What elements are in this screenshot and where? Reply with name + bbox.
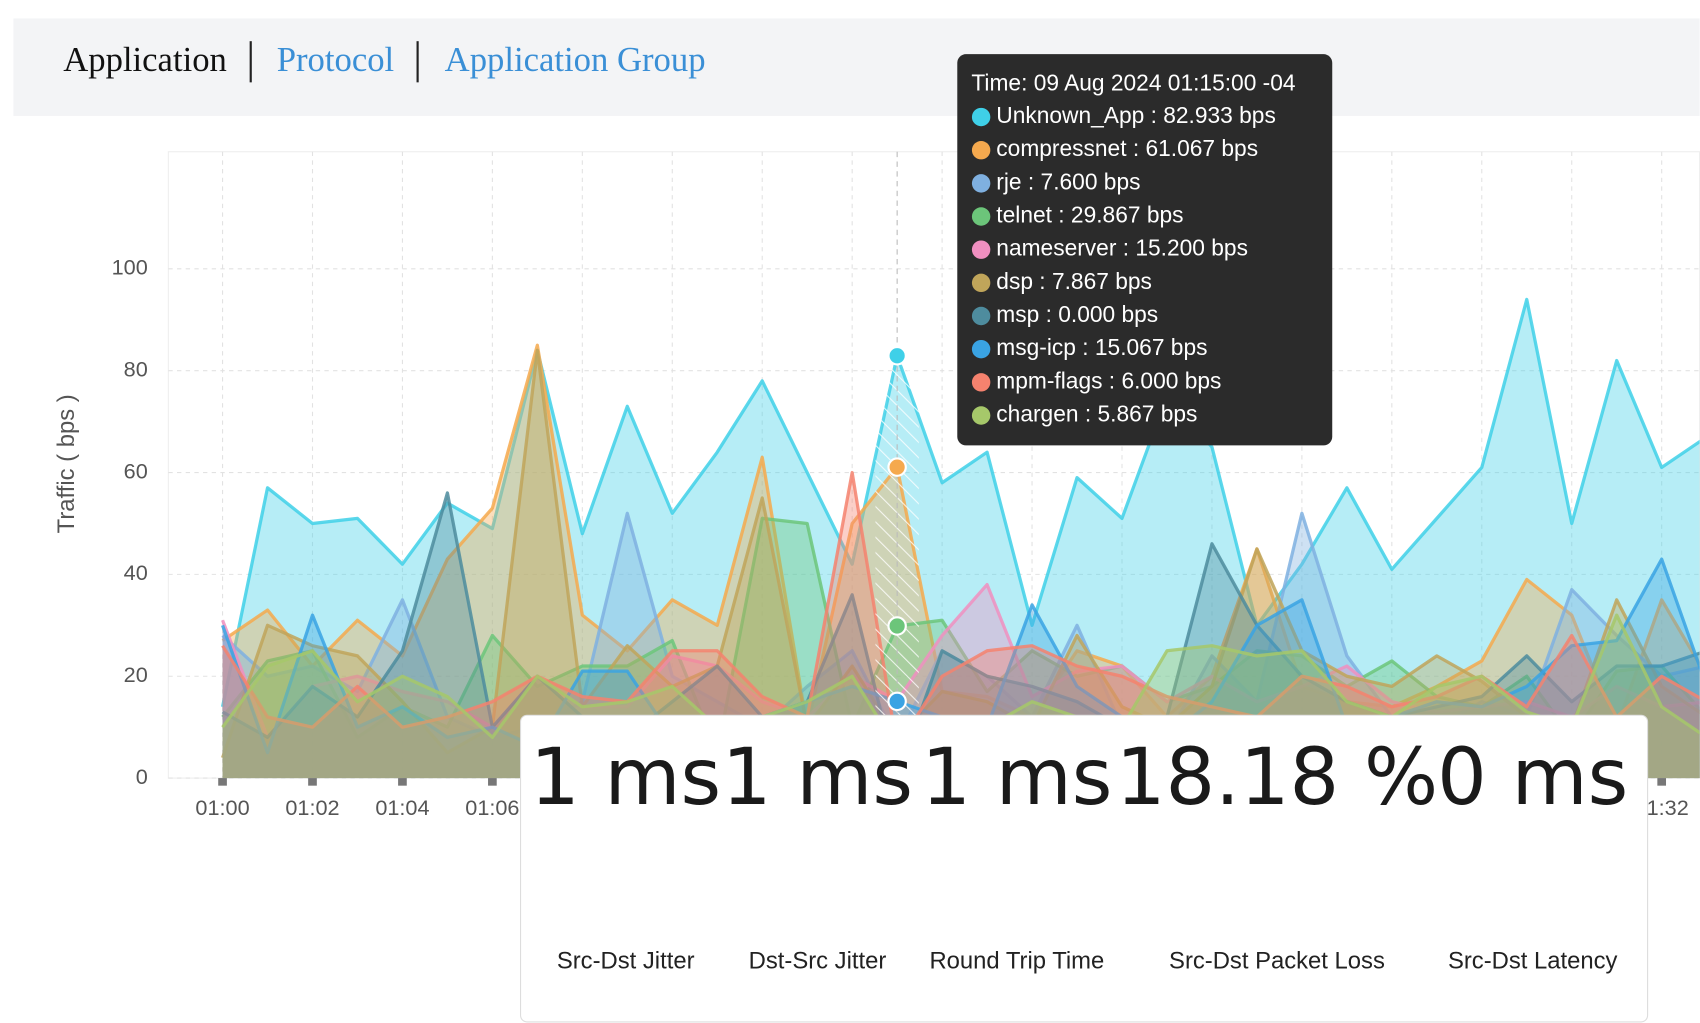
x-tick-label: 01:00	[195, 795, 249, 820]
tooltip-row: dsp : 7.867 bps	[996, 268, 1152, 294]
series-line	[221, 582, 1700, 739]
series-line	[221, 470, 1700, 750]
hover-point	[887, 457, 907, 477]
metric-label: Round Trip Time	[929, 948, 1104, 975]
tooltip-row: compressnet : 61.067 bps	[996, 135, 1258, 161]
tooltip-dot	[971, 240, 991, 259]
tooltip-dot	[971, 273, 991, 293]
tooltip-dot	[971, 107, 991, 127]
tooltip-dot	[971, 140, 991, 160]
series-area	[222, 472, 1700, 779]
x-tick	[488, 778, 497, 786]
y-tick-label: 0	[136, 764, 148, 789]
tooltip-row: chargen : 5.867 bps	[996, 401, 1197, 427]
x-tick	[398, 778, 407, 786]
hover-point	[887, 691, 907, 712]
tooltip-row: mpm-flags : 6.000 bps	[996, 367, 1221, 393]
hover-point	[887, 616, 907, 636]
tooltip-row: rje : 7.600 bps	[996, 168, 1140, 194]
tab[interactable]: Protocol	[277, 41, 394, 79]
metric-label: Src-Dst Latency	[1448, 948, 1618, 975]
metric-value: 1 ms	[530, 733, 721, 823]
y-tick-label: 80	[124, 356, 148, 381]
x-tick	[218, 778, 227, 786]
series-area	[222, 350, 1700, 779]
metric-label: Dst-Src Jitter	[749, 948, 887, 975]
x-tick	[1657, 778, 1667, 786]
series-area	[222, 492, 1700, 779]
metric-value: 1 ms	[722, 733, 913, 823]
tooltip-row: Unknown_App : 82.933 bps	[996, 102, 1276, 128]
tab[interactable]: Application Group	[445, 41, 706, 79]
tooltip-row: telnet : 29.867 bps	[996, 202, 1183, 228]
tooltip-dot	[971, 339, 991, 359]
tooltip	[957, 54, 1333, 446]
metric-label: Src-Dst Packet Loss	[1169, 948, 1385, 975]
metric-value: 18.18 %	[1116, 733, 1438, 823]
series-area	[222, 513, 1700, 779]
y-tick-label: 20	[124, 662, 148, 687]
tab-bar	[13, 18, 1700, 116]
series-line	[220, 297, 1700, 708]
tooltip-title: Time: 09 Aug 2024 01:15:00 -04	[971, 70, 1295, 96]
x-tick-label: 01:06	[465, 795, 519, 820]
y-tick-label: 100	[112, 255, 148, 280]
tooltip-dot	[971, 406, 991, 425]
tooltip-row: msp : 0.000 bps	[996, 301, 1158, 327]
metrics-panel	[520, 714, 1649, 1023]
metric-label: Src-Dst Jitter	[557, 948, 695, 975]
y-tick-label: 60	[124, 458, 148, 483]
x-tick	[308, 778, 317, 786]
tooltip-dot	[971, 174, 991, 193]
tooltip-dot	[971, 207, 991, 226]
series-area	[222, 518, 1700, 779]
series-line	[221, 343, 1700, 729]
tab[interactable]: Application	[63, 41, 227, 79]
tooltip-dot	[971, 373, 991, 392]
tooltip-row: nameserver : 15.200 bps	[996, 235, 1248, 261]
x-tick-label: 01:04	[375, 795, 429, 820]
series-line	[221, 348, 1700, 759]
metric-value: 1 ms	[921, 733, 1112, 823]
metric-value: 0 ms	[1437, 733, 1628, 823]
y-axis-label: Traffic ( bps )	[53, 394, 80, 533]
tooltip-row: msg-icp : 15.067 bps	[996, 334, 1207, 360]
x-tick-label: 01:02	[285, 795, 339, 820]
y-tick-label: 40	[124, 560, 148, 585]
tooltip-dot	[971, 306, 991, 326]
hover-point	[887, 346, 907, 366]
